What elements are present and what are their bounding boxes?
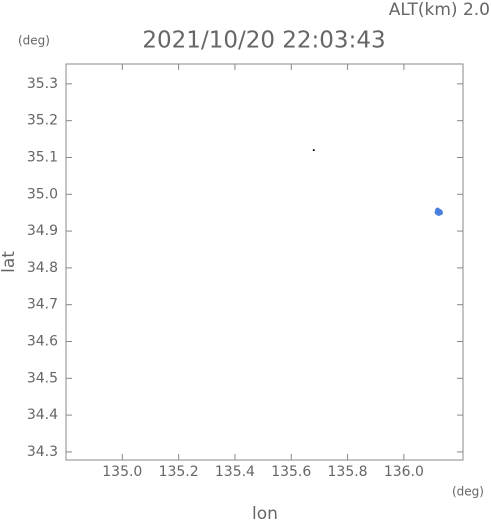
y-tick-label: 34.9 — [27, 223, 58, 239]
y-tick-label: 34.5 — [27, 370, 58, 386]
y-tick-label: 34.6 — [27, 333, 58, 349]
y-tick-label: 35.1 — [27, 149, 58, 165]
x-tick-label: 135.0 — [102, 464, 142, 480]
y-tick-label: 34.3 — [27, 444, 58, 460]
x-tick-label: 135.8 — [328, 464, 368, 480]
x-tick-label: 135.6 — [271, 464, 311, 480]
y-tick-label: 34.7 — [27, 297, 58, 313]
y-tick-label: 35.2 — [27, 113, 58, 129]
y-unit: (deg) — [18, 34, 50, 48]
x-tick-label: 136.0 — [384, 464, 424, 480]
plot-frame — [65, 63, 464, 461]
x-tick-label: 135.4 — [215, 464, 255, 480]
y-tick-label: 34.4 — [27, 407, 58, 423]
data-point — [312, 149, 315, 152]
y-tick-label: 35.0 — [27, 186, 58, 202]
y-axis-label: lat — [0, 251, 19, 273]
y-tick-label: 35.3 — [27, 76, 58, 92]
annotation: ALT(km) 2.0 — [389, 0, 490, 20]
x-axis-label: lon — [252, 504, 278, 521]
x-tick-label: 135.2 — [159, 464, 199, 480]
x-unit: (deg) — [452, 485, 484, 499]
data-point — [437, 210, 443, 216]
chart-title: 2021/10/20 22:03:43 — [142, 28, 385, 54]
y-tick-label: 34.8 — [27, 260, 58, 276]
